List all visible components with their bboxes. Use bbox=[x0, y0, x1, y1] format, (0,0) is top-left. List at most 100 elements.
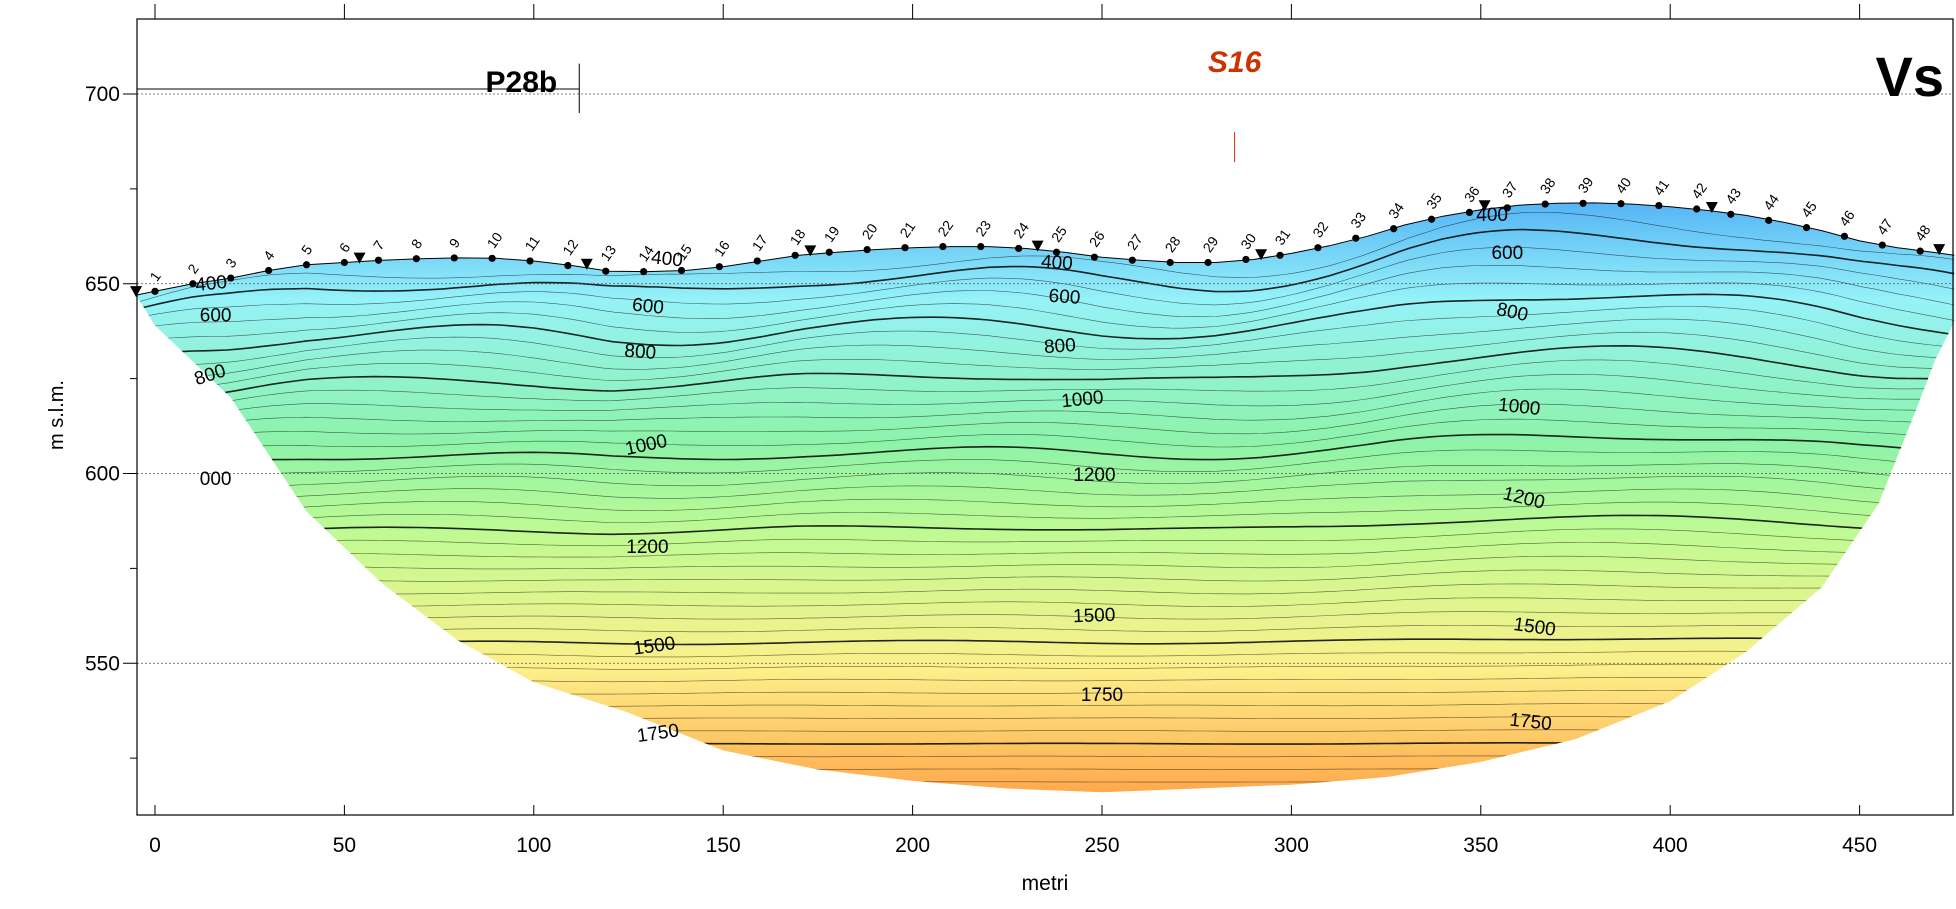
annotation-label: S16 bbox=[1208, 46, 1262, 79]
x-tick-label: 400 bbox=[1653, 834, 1688, 857]
electrode-point bbox=[1841, 233, 1848, 240]
contour-label-1500: 1500 bbox=[1073, 605, 1116, 627]
electrode-label: 13 bbox=[597, 242, 619, 264]
y-tick-label: 650 bbox=[85, 273, 120, 296]
electrode-label: 29 bbox=[1199, 233, 1221, 255]
electrode-point bbox=[792, 252, 799, 259]
electrode-point bbox=[303, 261, 310, 268]
electrode-point bbox=[1015, 245, 1022, 252]
electrode-point bbox=[1352, 235, 1359, 242]
electrode-label: 21 bbox=[896, 218, 918, 240]
electrode-label: 31 bbox=[1271, 226, 1293, 248]
electrode-label: 3 bbox=[222, 255, 240, 271]
contour-label-800: 800 bbox=[624, 341, 657, 364]
electrode-point bbox=[1129, 257, 1136, 264]
y-tick-label: 700 bbox=[85, 83, 120, 106]
contour-label-1750: 1750 bbox=[1081, 685, 1123, 706]
electrode-point bbox=[1765, 217, 1772, 224]
electrode-point bbox=[1655, 202, 1662, 209]
contour-label-600: 600 bbox=[1491, 243, 1523, 264]
electrode-label: 45 bbox=[1798, 198, 1820, 220]
electrode-point bbox=[526, 257, 533, 264]
electrode-label: 27 bbox=[1124, 231, 1146, 253]
y-tick-label: 600 bbox=[85, 463, 120, 486]
electrode-label: 18 bbox=[787, 226, 809, 248]
x-tick-label: 350 bbox=[1463, 834, 1498, 857]
electrode-label: 26 bbox=[1086, 228, 1108, 250]
electrode-label: 40 bbox=[1612, 174, 1634, 196]
electrode-point bbox=[265, 267, 272, 274]
x-axis-label: metri bbox=[1022, 872, 1069, 895]
electrode-label: 39 bbox=[1574, 174, 1596, 196]
chart-title: Vs bbox=[1876, 45, 1945, 108]
electrode-point bbox=[413, 255, 420, 262]
electrode-label: 23 bbox=[972, 217, 994, 239]
x-tick-label: 450 bbox=[1842, 834, 1877, 857]
electrode-label: 10 bbox=[483, 229, 505, 251]
electrode-point bbox=[1693, 205, 1700, 212]
electrode-label: 7 bbox=[370, 237, 388, 253]
electrode-label: 47 bbox=[1874, 216, 1896, 238]
electrode-label: 38 bbox=[1537, 175, 1559, 197]
electrode-point bbox=[341, 259, 348, 266]
electrode-label: 28 bbox=[1162, 233, 1184, 255]
electrode-label: 17 bbox=[749, 232, 771, 254]
electrode-point bbox=[826, 249, 833, 256]
electrode-point bbox=[1242, 256, 1249, 263]
annotation-label: P28b bbox=[486, 66, 558, 99]
electrode-point bbox=[640, 268, 647, 275]
electrode-label: 9 bbox=[446, 235, 464, 251]
electrode-point bbox=[602, 268, 609, 275]
electrode-point bbox=[1276, 252, 1283, 259]
electrode-label: 46 bbox=[1836, 207, 1858, 229]
electrode-label: 35 bbox=[1423, 190, 1445, 212]
electrode-label: 22 bbox=[934, 217, 956, 239]
electrode-label: 24 bbox=[1010, 219, 1032, 241]
contour-line bbox=[136, 743, 1954, 744]
electrode-label: 37 bbox=[1499, 178, 1521, 200]
electrode-point bbox=[864, 246, 871, 253]
electrode-label: 25 bbox=[1048, 223, 1070, 245]
electrode-label: 4 bbox=[260, 247, 278, 263]
electrode-point bbox=[564, 262, 571, 269]
x-tick-label: 200 bbox=[895, 834, 930, 857]
electrode-point bbox=[1579, 200, 1586, 207]
electrode-label: 5 bbox=[298, 242, 316, 258]
electrode-label: 11 bbox=[521, 232, 543, 253]
electrode-point bbox=[1466, 209, 1473, 216]
electrode-point bbox=[678, 267, 685, 274]
electrode-point bbox=[1314, 244, 1321, 251]
contour-label-600: 600 bbox=[200, 306, 232, 327]
annotations: P28b S16 bbox=[137, 46, 1262, 162]
electrode-point bbox=[1204, 259, 1211, 266]
contour-label-600: 600 bbox=[1048, 286, 1081, 309]
electrode-label: 41 bbox=[1650, 176, 1672, 198]
x-tick-label: 300 bbox=[1274, 834, 1309, 857]
electrode-label: 48 bbox=[1912, 222, 1934, 244]
electrode-point bbox=[1167, 259, 1174, 266]
electrode-point bbox=[754, 257, 761, 264]
electrode-label: 42 bbox=[1688, 180, 1710, 202]
electrode-point bbox=[716, 263, 723, 270]
electrode-point bbox=[1542, 200, 1549, 207]
electrode-point bbox=[1504, 204, 1511, 211]
x-tick-label: 50 bbox=[333, 834, 356, 857]
x-tick-label: 0 bbox=[149, 834, 161, 857]
electrode-point bbox=[1091, 254, 1098, 261]
contour-label-600: 600 bbox=[631, 295, 665, 319]
electrode-label: 19 bbox=[821, 223, 843, 245]
x-tick-label: 100 bbox=[516, 834, 551, 857]
contour-label-1200: 1200 bbox=[626, 537, 668, 558]
contour-label-1200: 1200 bbox=[1073, 465, 1115, 486]
electrode-point bbox=[375, 257, 382, 264]
x-tick-label: 150 bbox=[706, 834, 741, 857]
electrode-label: 30 bbox=[1237, 230, 1259, 252]
electrode-label: 34 bbox=[1385, 199, 1407, 221]
electrode-label: 33 bbox=[1347, 209, 1369, 231]
electrode-point bbox=[977, 243, 984, 250]
contour-label-800: 800 bbox=[1043, 335, 1076, 358]
y-axis-label: m s.l.m. bbox=[46, 380, 68, 450]
